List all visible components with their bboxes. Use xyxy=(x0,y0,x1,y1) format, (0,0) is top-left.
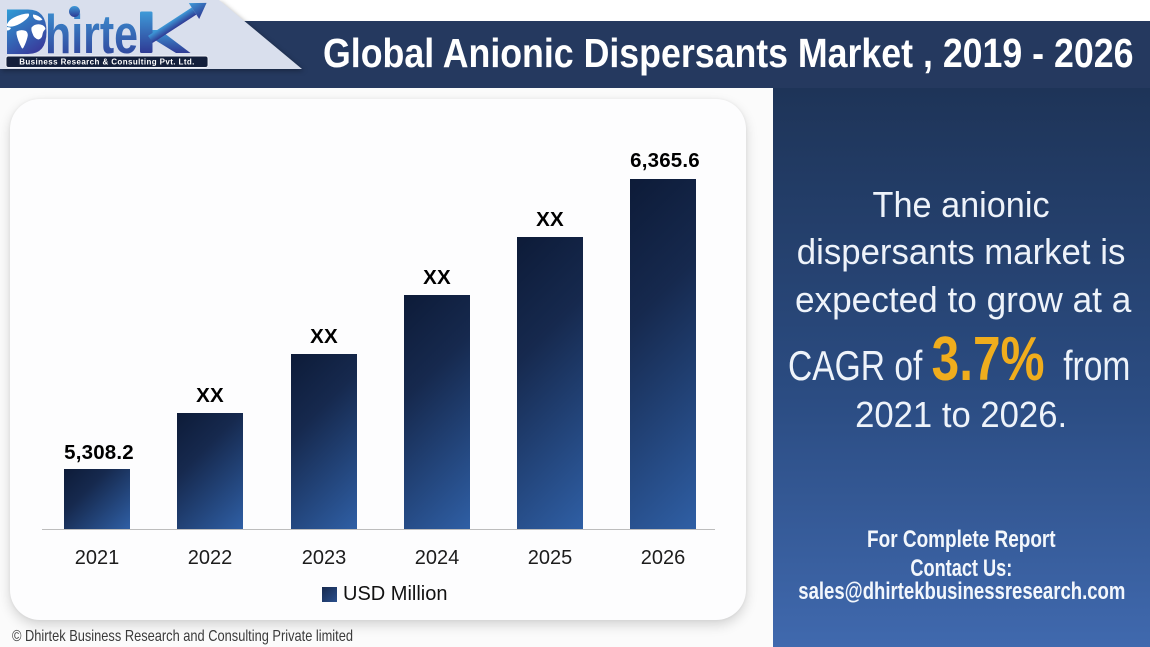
svg-text:Business Research & Consulting: Business Research & Consulting Pvt. Ltd. xyxy=(19,58,195,67)
svg-text:hirte: hirte xyxy=(45,3,138,65)
